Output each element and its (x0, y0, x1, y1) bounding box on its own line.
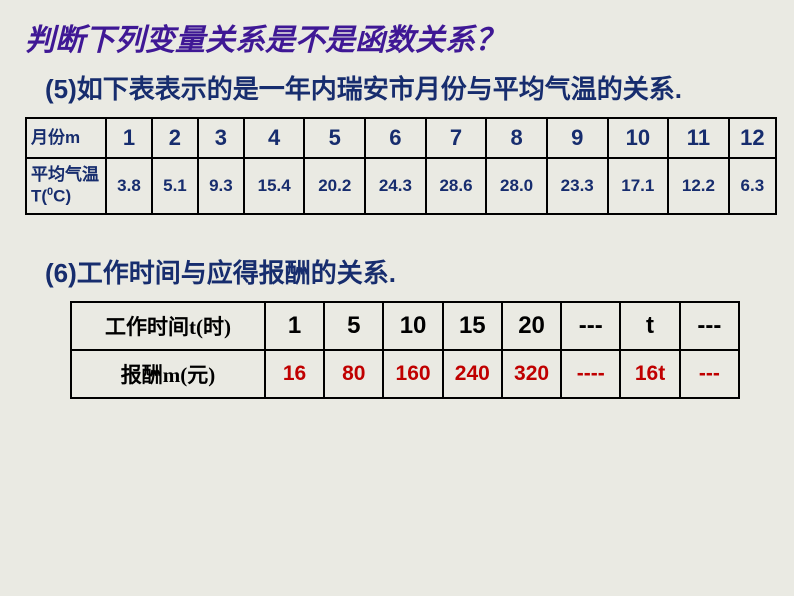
temp-cell: 28.0 (486, 158, 547, 213)
pay-cell: 240 (443, 350, 502, 398)
pay-cell: 320 (502, 350, 561, 398)
time-cell: 15 (443, 302, 502, 350)
time-cell: 1 (265, 302, 324, 350)
month-cell: 2 (152, 118, 198, 158)
section6-num: (6) (45, 258, 77, 288)
time-cell: --- (680, 302, 739, 350)
pay-cell: 80 (324, 350, 383, 398)
month-cell: 8 (486, 118, 547, 158)
month-cell: 7 (426, 118, 487, 158)
temp-cell: 15.4 (244, 158, 305, 213)
month-cell: 12 (729, 118, 776, 158)
month-cell: 9 (547, 118, 608, 158)
temp-cell: 12.2 (668, 158, 729, 213)
time-cell: 10 (383, 302, 442, 350)
section5-num: (5) (45, 74, 77, 104)
pay-cell: 16t (620, 350, 679, 398)
temperature-table: 月份m 1 2 3 4 5 6 7 8 9 10 11 12 平均气温 T(0C… (25, 117, 777, 214)
section6-label: (6)工作时间与应得报酬的关系. (45, 255, 769, 291)
section5-text: 如下表表示的是一年内瑞安市月份与平均气温的关系. (77, 74, 682, 104)
temp-cell: 24.3 (365, 158, 426, 213)
month-cell: 6 (365, 118, 426, 158)
pay-cell: 16 (265, 350, 324, 398)
temp-cell: 23.3 (547, 158, 608, 213)
pay-cell: 160 (383, 350, 442, 398)
temp-cell: 5.1 (152, 158, 198, 213)
month-cell: 1 (106, 118, 152, 158)
time-cell: --- (561, 302, 620, 350)
time-cell: 5 (324, 302, 383, 350)
month-cell: 4 (244, 118, 305, 158)
table2-row2-header: 报酬m(元) (71, 350, 265, 398)
pay-cell: ---- (561, 350, 620, 398)
temp-cell: 9.3 (198, 158, 244, 213)
temp-cell: 6.3 (729, 158, 776, 213)
temp-cell: 20.2 (304, 158, 365, 213)
table1-row1-header: 月份m (26, 118, 106, 158)
section6-text: 工作时间与应得报酬的关系. (77, 258, 396, 288)
page-title: 判断下列变量关系是不是函数关系？ (25, 15, 769, 59)
pay-cell: --- (680, 350, 739, 398)
month-cell: 5 (304, 118, 365, 158)
table2-row1-header: 工作时间t(时) (71, 302, 265, 350)
table1-row2-header: 平均气温 T(0C) (26, 158, 106, 213)
time-cell: t (620, 302, 679, 350)
month-cell: 10 (608, 118, 669, 158)
time-cell: 20 (502, 302, 561, 350)
temp-cell: 28.6 (426, 158, 487, 213)
month-cell: 3 (198, 118, 244, 158)
month-cell: 11 (668, 118, 729, 158)
pay-table: 工作时间t(时) 1 5 10 15 20 --- t --- 报酬m(元) 1… (70, 301, 740, 399)
temp-cell: 17.1 (608, 158, 669, 213)
section5-label: (5)如下表表示的是一年内瑞安市月份与平均气温的关系. (45, 71, 769, 107)
temp-cell: 3.8 (106, 158, 152, 213)
